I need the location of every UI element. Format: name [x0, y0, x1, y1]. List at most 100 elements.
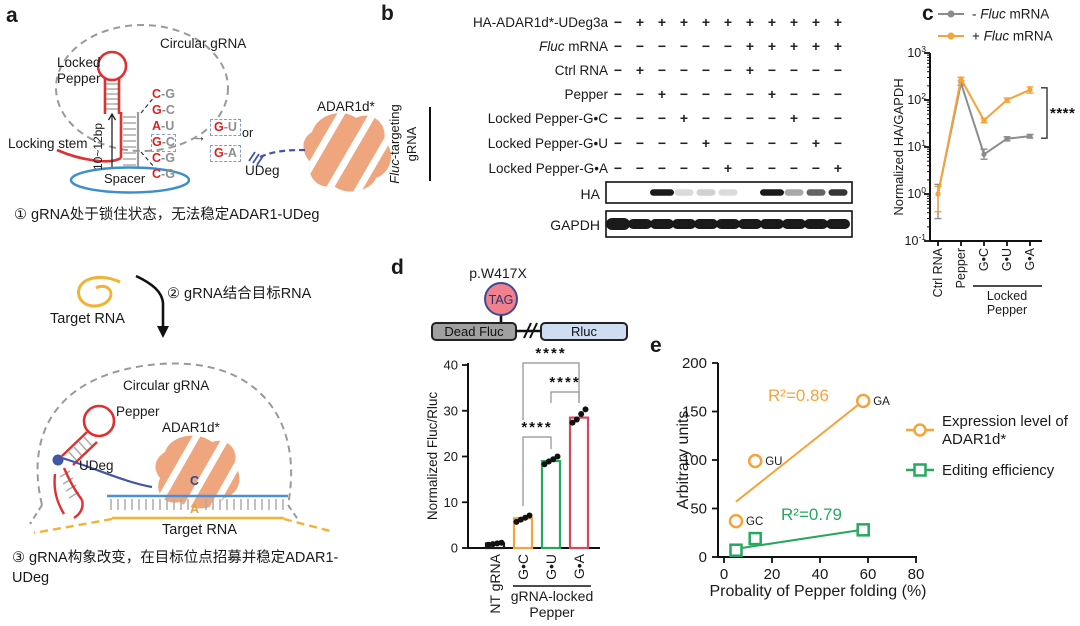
- d-replicate-dot: [573, 416, 580, 423]
- b-matrix-cell: −: [790, 135, 798, 151]
- d-y-tick-label: 10: [444, 495, 458, 510]
- e-x-label: Probality of Pepper folding (%): [710, 583, 927, 600]
- c-cat-label: G•C: [977, 248, 991, 271]
- b-matrix-cell: −: [790, 62, 798, 78]
- b-matrix-cell: −: [812, 160, 820, 176]
- circular-grna-label-bottom: Circular gRNA: [123, 378, 210, 393]
- pepper-loop: [96, 50, 128, 82]
- b-matrix-cell: +: [834, 160, 842, 176]
- udeg-label-bottom: UDeg: [79, 458, 114, 473]
- break-slash-2: [529, 322, 538, 339]
- d-replicate-dot: [578, 410, 585, 417]
- fluc-targeting-italic: Fluc: [387, 159, 402, 184]
- blot-band: [650, 189, 674, 196]
- stop-codon-circle: [484, 282, 518, 316]
- d-replicate-dot: [545, 458, 552, 465]
- b-matrix-cell: +: [680, 14, 688, 30]
- c-tick-label: 101: [907, 138, 926, 154]
- b-matrix-cell: −: [768, 160, 776, 176]
- b-matrix-cell: −: [724, 135, 732, 151]
- c-legend-rest: mRNA: [1006, 7, 1050, 22]
- b-matrix-cell: −: [790, 160, 798, 176]
- b-matrix-cell: −: [724, 38, 732, 54]
- c-legend-marker: [947, 10, 955, 18]
- panel-label-d: d: [391, 256, 404, 279]
- b-matrix-cell: +: [790, 110, 798, 126]
- b-matrix-cell: −: [812, 86, 820, 102]
- blot-band: [804, 219, 828, 229]
- e-point-square: [856, 523, 870, 537]
- blot-band: [716, 219, 740, 229]
- e-y-tick-label: 200: [682, 355, 707, 372]
- b-row-label: Locked Pepper-G•A: [488, 161, 608, 176]
- circular-grna-outline: [55, 24, 229, 152]
- c-data-point: [935, 191, 941, 197]
- blot-band: [784, 189, 804, 196]
- e-y-label: Arbitrary units: [675, 411, 692, 510]
- panel-label-e: e: [650, 334, 662, 357]
- b-matrix-cell: −: [636, 110, 644, 126]
- correlation-chart: 0 20 40 60 80 0 50 100 150 200 Probality of Pepper…: [675, 355, 1069, 600]
- c-legend-marker: [947, 32, 955, 40]
- c-data-point: [1004, 97, 1010, 103]
- b-matrix-cell: +: [658, 14, 666, 30]
- panel-label-c: c: [922, 2, 934, 25]
- substitution-arrow: →: [193, 129, 206, 144]
- edit-site-a: A: [190, 502, 200, 516]
- c-tick-label: 102: [907, 91, 926, 107]
- pepper-loop-2: [82, 404, 116, 438]
- blot-box-ha: [605, 181, 853, 204]
- locked-state-diagram: 10~12bp: [55, 24, 391, 194]
- blot-band: [806, 189, 826, 196]
- pepper-rail-b: [72, 441, 98, 466]
- d-bar: [540, 459, 562, 550]
- base-pair: C-G: [152, 87, 175, 101]
- c-group-label-2: Pepper: [987, 303, 1027, 317]
- b-matrix-cell: +: [812, 14, 820, 30]
- c-cat-label: Pepper: [954, 248, 968, 288]
- c-cat-label: G•U: [1000, 248, 1014, 271]
- step1-caption: ① gRNA处于锁住状态，无法稳定ADAR1-UDeg: [14, 207, 320, 223]
- b-matrix-cell: +: [790, 14, 798, 30]
- e-y-tick-label: 0: [699, 549, 707, 566]
- b-matrix-cell: −: [812, 110, 820, 126]
- b-matrix-cell: −: [702, 86, 710, 102]
- c-tick-exp: 0: [921, 185, 926, 195]
- b-matrix-cell: −: [834, 86, 842, 102]
- c-y-label: Normalized HA/GAPDH: [891, 78, 906, 215]
- target-rna-label-mid: Target RNA: [50, 311, 125, 327]
- e-x-tick-label: 0: [720, 566, 728, 583]
- b-matrix-cell: +: [702, 14, 710, 30]
- d-sig-bracket: [522, 436, 552, 506]
- lower-rail-b: [53, 473, 66, 515]
- c-data-point: [1027, 87, 1033, 93]
- d-y-tick-label: 40: [444, 358, 458, 373]
- b-matrix-cell: +: [724, 14, 732, 30]
- base-pair: C-G: [152, 166, 175, 181]
- stop-codon-label: TAG: [489, 293, 514, 307]
- bound-state-diagram: [29, 362, 331, 535]
- alt-pair-gu: G-U: [210, 119, 241, 136]
- b-matrix-cell: +: [680, 110, 688, 126]
- b-matrix-cell: −: [658, 110, 666, 126]
- b-matrix-cell: −: [702, 38, 710, 54]
- c-data-point: [958, 76, 964, 82]
- c-cat-label: Ctrl RNA: [931, 247, 945, 297]
- fluc-targeting-label: Fluc-targeting: [387, 104, 402, 183]
- or-label: or: [242, 126, 254, 140]
- d-replicate-dot: [550, 456, 557, 463]
- blot-band: [694, 219, 718, 229]
- c-tick-base: 10: [905, 234, 919, 248]
- b-matrix-cell: −: [680, 86, 688, 102]
- blot-band: [782, 219, 806, 229]
- base-pair-boxed: G-C: [151, 133, 176, 152]
- e-point-square: [729, 543, 743, 557]
- b-matrix-cell: −: [658, 160, 666, 176]
- d-replicate-dot: [526, 512, 533, 519]
- c-series-line: [937, 76, 1031, 195]
- grna-bracket-label: gRNA: [404, 126, 419, 161]
- panel-label-b: b: [381, 2, 394, 25]
- b-row-label: Locked Pepper-G•U: [488, 136, 608, 151]
